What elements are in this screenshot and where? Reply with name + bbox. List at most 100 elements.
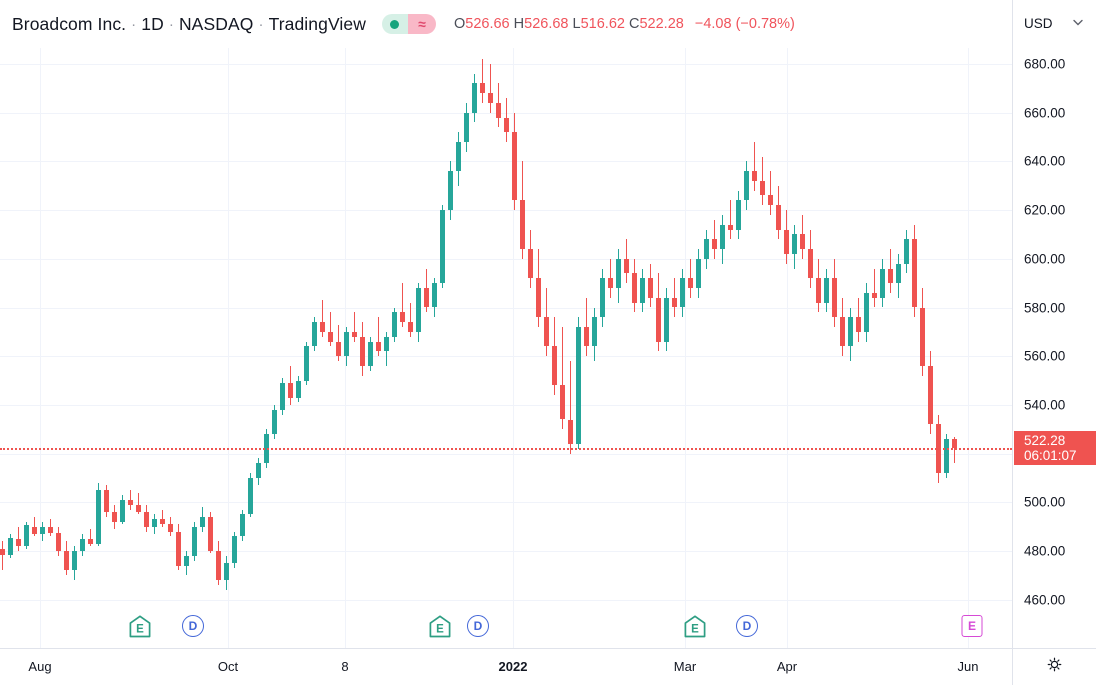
current-price-badge[interactable]: 522.28 06:01:07 bbox=[1014, 431, 1096, 466]
candle-body bbox=[872, 292, 877, 298]
vertical-gridline bbox=[968, 0, 969, 648]
event-marker-dividend[interactable]: D bbox=[736, 615, 758, 637]
candle-body bbox=[368, 341, 373, 366]
candle-body bbox=[592, 317, 597, 347]
candle-body bbox=[104, 490, 109, 513]
price-tick-label: 540.00 bbox=[1024, 397, 1066, 413]
horizontal-gridline bbox=[0, 307, 1012, 309]
candle-body bbox=[256, 463, 261, 478]
open-key: O bbox=[453, 16, 466, 32]
event-marker-earnings[interactable]: E bbox=[684, 615, 706, 638]
upcoming-earnings-marker-icon: E bbox=[961, 615, 983, 637]
high-key: H bbox=[513, 16, 525, 32]
candle-body bbox=[632, 273, 637, 303]
candle-wick bbox=[410, 302, 411, 337]
candle-body bbox=[120, 499, 125, 522]
candle-body bbox=[824, 278, 829, 303]
horizontal-gridline bbox=[0, 210, 1012, 212]
horizontal-gridline bbox=[0, 64, 1012, 65]
time-scale[interactable]: Aug Oct 8 2022 Mar Apr Jun bbox=[0, 648, 1012, 685]
candle-body bbox=[696, 258, 701, 289]
chevron-down-icon[interactable] bbox=[1072, 18, 1083, 29]
candle-body bbox=[288, 382, 293, 398]
time-tick-label: Aug bbox=[28, 659, 52, 674]
chart-settings-button[interactable] bbox=[1012, 648, 1096, 685]
candle-body bbox=[560, 385, 565, 420]
horizontal-gridline bbox=[0, 161, 1012, 163]
candle-body bbox=[440, 210, 445, 284]
candle-wick bbox=[762, 156, 763, 206]
candle-body bbox=[80, 538, 85, 551]
candle-body bbox=[672, 297, 677, 308]
event-marker-dividend[interactable]: D bbox=[467, 615, 489, 637]
candle-body bbox=[512, 132, 517, 201]
candle-body bbox=[520, 200, 525, 250]
candle-body bbox=[504, 117, 509, 133]
candle-body bbox=[816, 278, 821, 303]
candle-body bbox=[408, 322, 413, 332]
candle-body bbox=[232, 536, 237, 564]
open-value: 526.66 bbox=[465, 16, 510, 32]
svg-text:E: E bbox=[136, 624, 144, 636]
candle-body bbox=[528, 249, 533, 279]
candle-body bbox=[840, 317, 845, 347]
candle-body bbox=[64, 551, 69, 571]
gear-icon bbox=[1046, 656, 1063, 678]
candle-body bbox=[912, 239, 917, 308]
symbol-title[interactable]: Broadcom Inc. · 1D · NASDAQ · TradingView bbox=[12, 14, 366, 35]
event-marker-earnings[interactable]: E bbox=[129, 615, 151, 638]
symbol-exchange[interactable]: NASDAQ bbox=[178, 13, 254, 34]
candle-wick bbox=[322, 300, 323, 337]
candle-body bbox=[168, 524, 173, 532]
candle-wick bbox=[402, 283, 403, 327]
candle-wick bbox=[674, 278, 675, 318]
candle-body bbox=[944, 438, 949, 474]
candle-body bbox=[720, 224, 725, 250]
candle-body bbox=[536, 278, 541, 318]
candle-body bbox=[128, 499, 133, 505]
price-scale[interactable]: USD 680.00 660.00 640.00 620.00 600.00 580.00… bbox=[1012, 0, 1096, 648]
candle-body bbox=[832, 278, 837, 318]
horizontal-gridline bbox=[0, 356, 1012, 358]
price-tick-label: 640.00 bbox=[1024, 153, 1066, 169]
candle-body bbox=[472, 83, 477, 113]
market-status-badge[interactable]: ≈ bbox=[381, 14, 436, 34]
candle-body bbox=[312, 322, 317, 347]
horizontal-gridline bbox=[0, 502, 1012, 504]
symbol-interval[interactable]: 1D bbox=[141, 13, 164, 34]
candle-wick bbox=[378, 317, 379, 357]
dividend-marker-icon: D bbox=[736, 615, 758, 637]
market-open-indicator bbox=[381, 14, 408, 34]
time-tick-label: Oct bbox=[217, 659, 239, 674]
symbol-name[interactable]: Broadcom Inc. bbox=[12, 13, 127, 34]
candle-body bbox=[640, 278, 645, 303]
horizontal-gridline bbox=[0, 258, 1012, 260]
candle-body bbox=[384, 336, 389, 352]
event-marker-earnings-upcoming[interactable]: E bbox=[961, 615, 983, 637]
candle-body bbox=[360, 336, 365, 366]
event-marker-earnings[interactable]: E bbox=[429, 615, 451, 638]
candle-body bbox=[744, 171, 749, 201]
candle-body bbox=[344, 331, 349, 357]
candle-body bbox=[208, 516, 213, 551]
green-dot-icon bbox=[390, 19, 400, 29]
candle-body bbox=[56, 532, 61, 551]
vertical-gridline bbox=[685, 0, 686, 648]
candle-wick bbox=[354, 312, 355, 342]
currency-selector[interactable]: USD bbox=[1013, 10, 1096, 36]
chart-plot-area[interactable] bbox=[0, 0, 1012, 648]
candle-wick bbox=[730, 200, 731, 240]
svg-text:E: E bbox=[691, 624, 699, 636]
source-label: TradingView bbox=[268, 13, 366, 34]
price-tick-label: 680.00 bbox=[1024, 56, 1066, 72]
candle-body bbox=[376, 341, 381, 352]
candle-wick bbox=[138, 492, 139, 515]
candle-body bbox=[0, 548, 5, 555]
candle-body bbox=[136, 504, 141, 513]
candle-body bbox=[88, 538, 93, 544]
event-marker-dividend[interactable]: D bbox=[182, 615, 204, 637]
candle-body bbox=[888, 268, 893, 284]
candle-body bbox=[176, 531, 181, 566]
candle-body bbox=[704, 239, 709, 259]
